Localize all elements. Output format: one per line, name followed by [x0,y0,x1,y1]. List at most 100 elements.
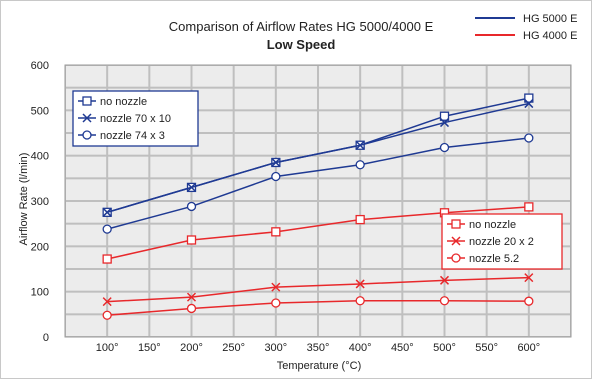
y-tick-label: 400 [31,151,49,163]
y-tick-label: 300 [31,196,49,208]
grid-cell [234,224,275,246]
x-tick-label: 300° [264,342,287,354]
grid-cell [361,134,402,155]
grid-cell [445,111,486,132]
grid-cell [150,247,191,268]
grid-cell [319,111,360,132]
data-point-circle [524,296,534,306]
grid-cell [529,270,570,291]
grid-cell [150,315,191,336]
grid-cell [319,292,360,314]
grid-cell [234,179,275,200]
grid-cell [192,134,233,155]
data-point-square [271,227,281,237]
data-point-circle [186,201,197,212]
grid-cell [276,66,317,87]
data-point-x [355,279,365,289]
grid-cell [234,88,275,110]
data-point-x [186,182,197,192]
grid-cell [319,247,360,268]
series-line [106,137,529,230]
grid-cell [487,111,528,132]
legend-label: no nozzle [100,96,147,108]
grid-cell [276,315,317,336]
grid-cell [192,315,233,336]
x-tick-label: 600° [517,342,540,354]
grid-cell [487,270,528,291]
grid-cell [192,179,233,200]
grid-cell [529,156,570,178]
data-point-circle [102,224,112,234]
x-tick-label: 550° [475,342,498,354]
data-point-circle [271,298,281,308]
grid-cell [108,66,149,87]
grid-cell [361,66,402,87]
x-tick-label: 250° [222,342,245,354]
grid-cell [403,292,444,314]
x-tick-label: 500° [433,342,456,354]
y-tick-label: 600 [31,60,49,72]
data-point-x [271,157,281,167]
legends: no nozzle nozzle 70 x 10 nozzle 74 x 3 no n… [72,13,577,270]
grid-cell [234,292,275,314]
grid-cell [192,247,233,268]
plot-area: 100° 150° 200° 250° 300° 350° 400° 450° 500° 550°… [31,60,572,354]
chart-subtitle: Low Speed [267,37,336,52]
data-point-x [102,207,112,217]
grid-cell [487,179,528,200]
grid-cell [487,66,528,87]
grid-cell [529,315,570,336]
y-tick-label: 100 [31,287,49,299]
legend-marker-square [451,219,461,229]
grid-cell [276,88,317,110]
grid-cell [276,134,317,155]
data-point-circle [439,142,450,153]
grid-cell [361,292,402,314]
data-point-circle [271,171,281,182]
grid-cell [529,111,570,132]
grid-cell [66,247,107,268]
x-tick-label: 400° [349,342,372,354]
grid-cell [66,156,107,178]
grid-cell [529,179,570,200]
grid-cell [403,224,444,246]
grid-cell [487,134,528,155]
grid-cell [234,315,275,336]
grid-cell [192,224,233,246]
grid-cell [276,224,317,246]
grid-cell [234,111,275,132]
grid-cell [276,179,317,200]
x-tick-label: 100° [96,342,119,354]
legend-label: nozzle 70 x 10 [100,113,171,125]
grid-cell [66,202,107,223]
grid-cell [445,292,486,314]
grid-cell [319,179,360,200]
grid-cell [403,156,444,178]
grid-cell [234,156,275,178]
grid-cell [487,315,528,336]
data-point-circle [102,310,112,320]
grid-cell [361,111,402,132]
legend-marker-x [82,113,92,123]
data-point-x [524,273,534,283]
grid-cell [403,179,444,200]
legend-label: no nozzle [469,219,516,231]
data-point-x [271,282,281,292]
grid-cell [108,202,149,223]
grid-cell [487,292,528,314]
grid-cell [403,270,444,291]
grid-cell [192,88,233,110]
grid-cell [319,134,360,155]
grid-cell [445,179,486,200]
data-point-circle [186,303,197,314]
grid-cell [108,156,149,178]
grid-cell [66,66,107,87]
data-point-circle [355,296,365,306]
grid-cell [445,315,486,336]
device-legend-label: HG 4000 E [523,30,577,42]
grid-cell [234,134,275,155]
data-point-x [102,297,112,307]
grid-cell [445,66,486,87]
